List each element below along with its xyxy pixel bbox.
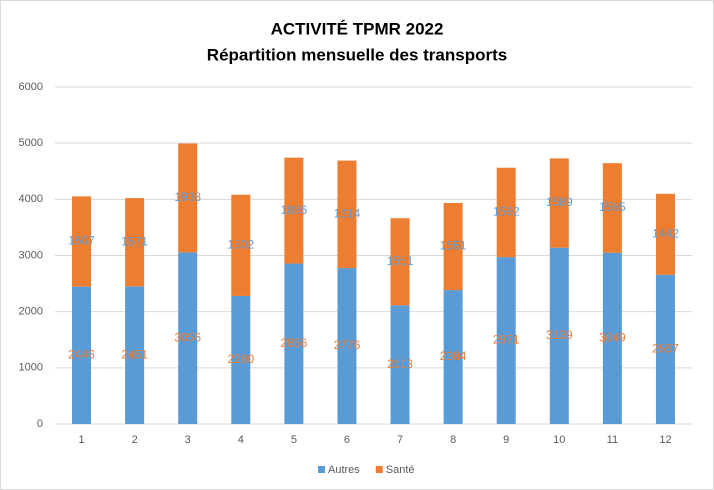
x-tick-label: 11 bbox=[607, 434, 618, 446]
data-label: 2384 bbox=[440, 349, 467, 363]
x-tick-label: 2 bbox=[132, 434, 138, 446]
legend-label: Autres bbox=[328, 464, 360, 476]
chart-title: ACTIVITÉ TPMR 2022 bbox=[271, 19, 444, 38]
bar-segment bbox=[231, 295, 251, 424]
bar-segment bbox=[602, 252, 622, 424]
bar-segment bbox=[390, 305, 410, 424]
data-label: 1595 bbox=[599, 200, 626, 214]
data-label: 1592 bbox=[493, 205, 520, 219]
y-tick-label: 6000 bbox=[19, 81, 43, 93]
data-label: 1802 bbox=[227, 238, 254, 252]
x-tick-label: 1 bbox=[78, 434, 84, 446]
x-tick-label: 9 bbox=[503, 434, 509, 446]
chart-subtitle: Répartition mensuelle des transports bbox=[207, 45, 507, 64]
bar-segment bbox=[390, 218, 410, 306]
y-tick-label: 0 bbox=[37, 418, 43, 430]
legend-label: Santé bbox=[386, 464, 415, 476]
data-label: 2776 bbox=[334, 338, 361, 352]
x-tick-label: 4 bbox=[238, 434, 244, 446]
x-tick-label: 7 bbox=[397, 434, 403, 446]
y-tick-label: 1000 bbox=[19, 362, 43, 374]
bar-segment bbox=[284, 157, 304, 264]
bar-segment bbox=[496, 257, 516, 424]
data-label: 1571 bbox=[121, 234, 148, 248]
bar-segment bbox=[549, 158, 569, 248]
data-label: 1886 bbox=[281, 203, 308, 217]
x-tick-label: 3 bbox=[185, 434, 191, 446]
bar-segment bbox=[496, 167, 516, 258]
bar-segment bbox=[337, 268, 357, 424]
legend-swatch bbox=[318, 466, 325, 473]
data-label: 1551 bbox=[387, 254, 414, 268]
data-label: 2971 bbox=[493, 333, 520, 347]
data-label: 1442 bbox=[652, 226, 679, 240]
bar-segment bbox=[72, 196, 92, 287]
data-label: 2280 bbox=[227, 352, 254, 366]
data-label: 2113 bbox=[387, 357, 413, 371]
bar-segment bbox=[655, 193, 675, 275]
data-label: 1551 bbox=[440, 239, 467, 253]
data-label: 1589 bbox=[546, 195, 573, 209]
data-label: 1914 bbox=[334, 207, 361, 221]
bar-segment bbox=[178, 143, 198, 253]
data-label: 1607 bbox=[68, 234, 95, 248]
data-label: 1938 bbox=[174, 190, 201, 204]
data-label: 2657 bbox=[652, 342, 679, 356]
y-tick-label: 3000 bbox=[19, 249, 43, 261]
bar-segment bbox=[178, 252, 198, 424]
data-label: 2451 bbox=[121, 347, 148, 361]
bar-segment bbox=[231, 194, 251, 296]
data-label: 3056 bbox=[174, 330, 201, 344]
bar-segment bbox=[549, 247, 569, 424]
legend-swatch bbox=[375, 466, 383, 473]
data-label: 2446 bbox=[68, 347, 95, 361]
bar-segment bbox=[443, 290, 463, 424]
bar-segment bbox=[443, 202, 463, 291]
y-tick-label: 5000 bbox=[19, 137, 43, 149]
bar-segment bbox=[602, 163, 622, 253]
bar-segment bbox=[337, 160, 357, 269]
x-tick-label: 5 bbox=[291, 434, 297, 446]
y-tick-label: 2000 bbox=[19, 306, 43, 318]
bar-segment bbox=[284, 263, 304, 424]
bar-segment bbox=[655, 274, 675, 424]
bar-segment bbox=[125, 286, 145, 424]
x-tick-label: 12 bbox=[659, 434, 671, 446]
bar-segment bbox=[125, 198, 145, 287]
x-tick-label: 8 bbox=[450, 434, 456, 446]
x-tick-label: 6 bbox=[344, 434, 350, 446]
x-tick-label: 10 bbox=[553, 434, 565, 446]
data-label: 3049 bbox=[599, 331, 626, 345]
data-label: 2856 bbox=[281, 336, 308, 350]
y-tick-label: 4000 bbox=[19, 193, 43, 205]
data-label: 3139 bbox=[546, 328, 573, 342]
bar-segment bbox=[72, 286, 92, 424]
